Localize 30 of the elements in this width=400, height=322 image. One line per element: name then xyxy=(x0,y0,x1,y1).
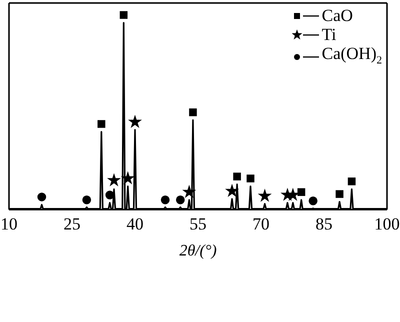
x-tick-label: 70 xyxy=(252,214,270,234)
point xyxy=(82,196,92,204)
x-tick-label: 40 xyxy=(126,214,144,234)
point xyxy=(297,188,306,196)
point xyxy=(258,188,272,202)
x-tick-label: 25 xyxy=(64,214,80,234)
legend-label: Ti xyxy=(322,25,336,44)
point xyxy=(246,174,254,182)
point xyxy=(308,196,318,206)
point xyxy=(182,184,196,198)
point xyxy=(160,196,170,204)
point xyxy=(233,172,241,180)
x-axis-title: 2θ/(°) xyxy=(179,242,217,260)
point xyxy=(176,196,185,204)
x-tick-label: 85 xyxy=(316,214,332,234)
x-tick-label: 10 xyxy=(0,214,18,234)
point xyxy=(225,184,239,198)
point xyxy=(37,192,46,202)
point xyxy=(128,114,142,128)
legend-label: Ca(OH)$_{2}$ xyxy=(322,44,382,68)
point xyxy=(336,190,344,198)
x-tick-label: 100 xyxy=(374,214,400,234)
point xyxy=(98,120,106,128)
point xyxy=(120,171,135,184)
point xyxy=(348,178,356,186)
legend-label: CaO xyxy=(322,6,353,25)
point xyxy=(107,173,121,186)
point xyxy=(189,108,197,116)
point xyxy=(120,11,128,19)
x-tick-label: 55 xyxy=(190,214,206,234)
